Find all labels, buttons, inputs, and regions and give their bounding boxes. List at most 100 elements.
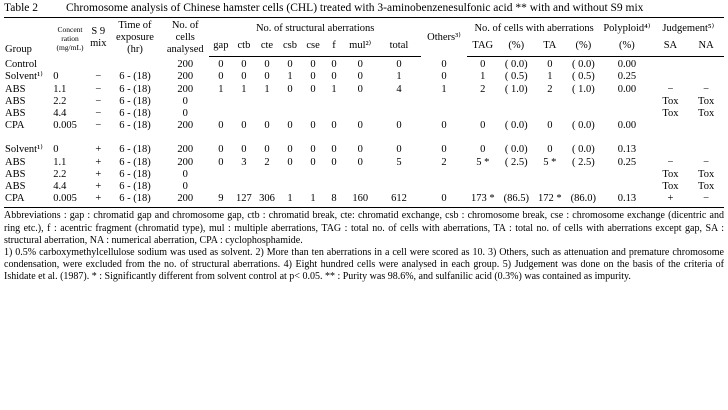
table-cell: 0	[357, 156, 363, 168]
table-cell: Solvent¹⁾	[5, 71, 43, 83]
table-cell: 0	[441, 71, 447, 83]
table-cell: 0	[182, 95, 188, 107]
table-cell: 0	[331, 71, 337, 83]
table-cell: +	[95, 168, 102, 180]
table-cell: ( 0.0)	[504, 120, 528, 132]
header-cell: No. of cells analysed	[161, 16, 210, 57]
table-cell: ( 2.5)	[571, 156, 595, 168]
table-cell: 0	[241, 71, 247, 83]
table-cell: 1.1	[53, 83, 67, 95]
caption: Table 2 Chromosome analysis of Chinese h…	[4, 2, 724, 15]
table-cell	[377, 108, 421, 120]
table-cell: 0	[218, 120, 224, 132]
table-cell	[232, 169, 255, 181]
table-cell: 0	[241, 59, 247, 71]
table-cell: 9	[209, 193, 233, 209]
table-cell	[467, 181, 498, 193]
table-cell	[232, 108, 255, 120]
table-cell: 200	[177, 58, 194, 70]
table-cell: Solvent¹⁾	[5, 144, 43, 156]
table-cell	[601, 96, 652, 108]
table-cell: 0	[310, 83, 316, 95]
table-cell: ABS	[5, 95, 26, 107]
table-cell: Control	[5, 58, 38, 70]
table-cell: 0	[441, 144, 447, 156]
table-cell: 0	[241, 144, 247, 156]
table-cell: −	[688, 193, 724, 209]
table-cell	[498, 181, 534, 193]
table-cell	[232, 181, 255, 193]
table-cell	[302, 181, 325, 193]
table-cell: 6 - (18)	[119, 95, 151, 107]
table-cell	[534, 181, 565, 193]
table-row: ABS 4.4 − 6 - (18) 0 Tox Tox	[4, 108, 724, 120]
table-cell	[534, 108, 565, 120]
table-cell: 0.25	[617, 71, 637, 83]
table-cell: 0	[357, 144, 363, 156]
header-cell: Concent ration (mg/mL)	[52, 16, 88, 57]
table-cell: 0	[310, 120, 316, 132]
table-cell: 0	[264, 120, 270, 132]
header-cell: Group	[4, 16, 53, 57]
table-cell	[302, 96, 325, 108]
table-cell	[421, 96, 467, 108]
table-cell	[255, 181, 278, 193]
table-cell: 0	[218, 59, 224, 71]
table-cell: 0	[331, 144, 337, 156]
table-cell: 0	[331, 120, 337, 132]
table-cell: 1	[301, 193, 325, 209]
subheader-cell: total	[376, 37, 421, 58]
table-cell: 0	[480, 120, 486, 132]
table-cell: 0	[310, 156, 316, 168]
table-cell: 0	[441, 58, 447, 70]
table-cell	[343, 96, 377, 108]
header-cell: S 9 mix	[87, 16, 109, 57]
table-cell	[688, 120, 724, 132]
table-cell: 0.25	[617, 156, 637, 168]
table-cell: 0	[53, 144, 59, 156]
table-cell: 0.005	[52, 193, 88, 209]
table-cell: 0	[357, 71, 363, 83]
table-cell: 0	[480, 59, 486, 71]
table-cell: 612	[376, 193, 421, 209]
table-cell	[278, 169, 301, 181]
table-cell	[653, 71, 689, 83]
table-cell: 4.4	[53, 107, 67, 119]
table-cell: 0	[264, 59, 270, 71]
table-cell: 127	[232, 193, 256, 209]
table-cell: 2	[264, 156, 270, 168]
table-cell	[209, 108, 232, 120]
table-cell: −	[667, 156, 674, 168]
table-cell: +	[95, 144, 102, 156]
table-cell: 0.00	[617, 59, 637, 71]
footnotes: Abbreviations : gap : chromatid gap and …	[4, 210, 724, 283]
table-cell: 1	[331, 83, 337, 95]
table-row: CPA 0.005 − 6 - (18) 200 0 0 0 0 0 0 0 0 0 0 ( 0.0) 0 ( 0…	[4, 120, 724, 132]
table-cell: 0	[264, 71, 270, 83]
subheader-cell: (%)	[601, 37, 653, 58]
table-cell: 5	[396, 156, 402, 168]
table-label: Table 2	[4, 2, 39, 14]
table-body: Control 200 0 0 0 0 0 0 0 0 0 0( 0.0) 0( 0.0) 0.00 Sol…	[4, 57, 724, 209]
table-cell: 0	[420, 193, 468, 209]
table-row: ABS 2.2 − 6 - (18) 0 Tox Tox	[4, 96, 724, 108]
table-cell: 0	[396, 120, 402, 132]
table-cell: 200	[177, 83, 194, 95]
footnote: 1) 0.5% carboxymethylcellulose sodium wa…	[4, 246, 724, 283]
subheader-cell: f	[324, 37, 344, 58]
header-row: gap ctb cte csb cse f mul²⁾ total TAG (%) TA (%) (%)…	[4, 37, 724, 58]
footnote: Abbreviations : gap : chromatid gap and …	[4, 210, 724, 246]
table-cell	[601, 108, 652, 120]
table-row: ABS 1.1 − 6 - (18) 200 1 1 1 0 0 1 0 4 1 2 ( 1.0) 2 ( 1.0…	[4, 84, 724, 96]
subheader-cell: SA	[652, 37, 689, 58]
table-cell: 0	[357, 59, 363, 71]
table-cell: 0	[331, 156, 337, 168]
table-cell: 6 - (18)	[119, 156, 151, 168]
header-cell: No. of structural aberrations	[209, 16, 421, 38]
table-cell: 0	[441, 120, 447, 132]
table-cell: 0	[241, 120, 247, 132]
table-cell: 2	[441, 156, 447, 168]
table-cell	[377, 96, 421, 108]
table-cell: Tox	[662, 95, 679, 107]
